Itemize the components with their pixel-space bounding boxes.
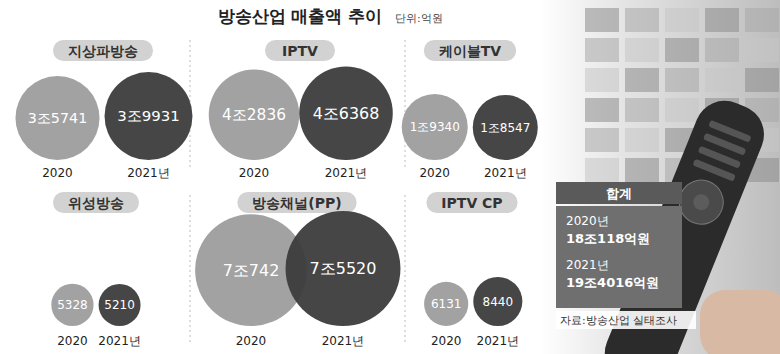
panel-title: 방송채널(PP) (252, 195, 341, 211)
panel: IPTV CP 6131 2020 8440 2021년 (424, 192, 522, 348)
data-label: 7조742 (223, 261, 280, 280)
infographic: 방송산업 매출액 추이 단위:억원지상파방송 3조5741 2020 3조9931 202… (0, 0, 780, 354)
total-title: 합계 (606, 186, 632, 201)
bubble (473, 277, 522, 326)
panel: IPTV 4조2836 2020 4조6368 2021년 (209, 40, 393, 180)
remote-button (691, 192, 712, 213)
tv-tile (745, 8, 779, 32)
tv-tile (585, 158, 619, 182)
separator (405, 40, 406, 170)
tv-tile (705, 38, 739, 62)
tv-tile (705, 68, 739, 92)
tv-tile (585, 8, 619, 32)
bubble (299, 66, 393, 160)
separator (190, 195, 191, 345)
tv-tile (625, 68, 659, 92)
tv-tile (585, 38, 619, 62)
panel: 지상파방송 3조5741 2020 3조9931 2021년 (15, 40, 192, 180)
panel-title: IPTV CP (441, 195, 502, 211)
data-label: 3조5741 (28, 110, 87, 126)
title: 방송산업 매출액 추이 (218, 6, 383, 26)
category-label: 2021년 (98, 334, 141, 348)
bubble (424, 282, 468, 326)
source-bg (556, 311, 696, 329)
data-label: 8440 (483, 295, 514, 309)
category-label: 2021년 (322, 334, 365, 348)
category-label: 2020 (239, 166, 270, 180)
category-label: 2020 (42, 166, 73, 180)
tv-tile (625, 38, 659, 62)
tv-tile (665, 98, 699, 122)
panel-title: 지상파방송 (68, 43, 138, 59)
data-label: 6131 (431, 297, 462, 311)
panel: 케이블TV 1조9340 2020 1조8547 2021년 (402, 40, 538, 180)
category-label: 2021년 (477, 334, 520, 348)
data-label: 4조6368 (313, 104, 380, 123)
data-label: 3조9931 (117, 107, 180, 125)
bubble (51, 284, 93, 326)
total-header-bg (556, 182, 682, 204)
data-label: 1조9340 (410, 120, 460, 134)
separator (405, 195, 406, 345)
tv-tile (665, 38, 699, 62)
panel-title-pill (237, 192, 356, 213)
panel-title-pill (424, 40, 516, 61)
category-label: 2021년 (484, 166, 527, 180)
bubble (15, 76, 99, 160)
data-label: 4조2836 (222, 106, 286, 124)
data-label: 1조8547 (480, 121, 530, 135)
unit: 단위:억원 (395, 12, 443, 25)
tv-tile (625, 8, 659, 32)
panel-title-pill (265, 40, 335, 61)
total-body-bg (556, 206, 682, 308)
category-label: 2021년 (325, 166, 368, 180)
tv-tile (625, 128, 659, 152)
category-label: 2020 (236, 334, 267, 348)
tv-tile (585, 68, 619, 92)
total-value: 18조118억원 (566, 231, 650, 246)
tv-tile (665, 8, 699, 32)
panel: 방송채널(PP) 7조742 2020 7조5520 2021년 (195, 192, 400, 348)
panel-title-pill (53, 192, 139, 213)
bubble (105, 72, 193, 160)
tv-tile (665, 68, 699, 92)
bubble (402, 94, 468, 160)
tv-tile (705, 8, 739, 32)
remote-button (692, 159, 735, 182)
data-label: 5328 (57, 298, 88, 312)
tv-tile (745, 68, 779, 92)
category-label: 2021년 (127, 166, 170, 180)
category-label: 2020 (57, 334, 88, 348)
panel-title: IPTV (282, 43, 318, 59)
total-box: 합계 2020년 18조118억원 2021년 19조4016억원 (556, 182, 682, 308)
hand (700, 290, 780, 354)
data-label: 5210 (104, 298, 135, 312)
bubble (473, 95, 538, 160)
category-label: 2020 (419, 166, 450, 180)
total-value: 19조4016억원 (566, 275, 659, 290)
tv-tile (625, 158, 659, 182)
bubble (286, 211, 401, 326)
total-year: 2021년 (566, 258, 609, 272)
panel-title-pill (426, 192, 517, 213)
tv-tile (585, 128, 619, 152)
tv-tile (745, 38, 779, 62)
data-label: 7조5520 (310, 259, 377, 278)
tv-tile (625, 98, 659, 122)
bubble (99, 284, 141, 326)
total-year: 2020년 (566, 214, 609, 228)
panel-title: 케이블TV (439, 43, 502, 59)
tv-tile (585, 98, 619, 122)
category-label: 2020 (431, 334, 462, 348)
bubble (209, 69, 300, 160)
panel: 위성방송 5328 2020 5210 2021년 (51, 192, 141, 348)
panel-title-pill (53, 40, 153, 61)
source: 자료:방송산업 실태조사 (560, 314, 677, 327)
panel-title: 위성방송 (68, 195, 124, 211)
